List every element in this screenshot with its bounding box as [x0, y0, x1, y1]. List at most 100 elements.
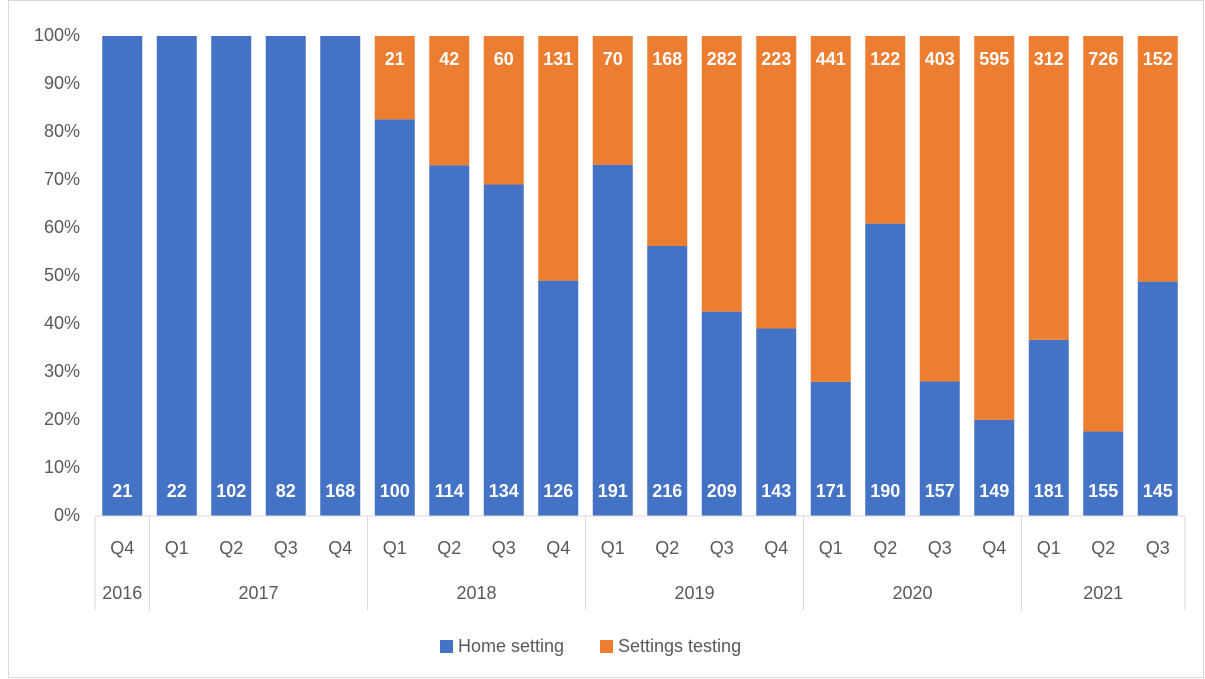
x-tick-label: Q4: [764, 538, 788, 558]
x-group-label: 2019: [674, 583, 714, 603]
y-tick-label: 100%: [34, 25, 80, 45]
data-label: 282: [707, 49, 737, 69]
bar-segment: [974, 36, 1015, 420]
data-label: 441: [816, 49, 846, 69]
bar-segment: [102, 36, 143, 516]
bar-segment: [919, 36, 960, 382]
x-tick-label: Q4: [328, 538, 352, 558]
data-label: 21: [385, 49, 405, 69]
y-tick-label: 0%: [54, 505, 80, 525]
x-tick-label: Q1: [383, 538, 407, 558]
data-label: 134: [489, 481, 519, 501]
x-tick-label: Q3: [274, 538, 298, 558]
bar-segment: [211, 36, 252, 516]
x-tick-label: Q3: [492, 538, 516, 558]
bar-segment: [865, 223, 906, 516]
bar-segment: [919, 381, 960, 516]
bar-segment: [1137, 36, 1178, 282]
data-label: 191: [598, 481, 628, 501]
data-label: 155: [1088, 481, 1118, 501]
data-label: 181: [1034, 481, 1064, 501]
bar-segment: [156, 36, 197, 516]
data-label: 143: [761, 481, 791, 501]
x-tick-label: Q2: [873, 538, 897, 558]
bar-segment: [1137, 281, 1178, 516]
data-label: 312: [1034, 49, 1064, 69]
bar-segment: [429, 165, 470, 516]
data-label: 131: [543, 49, 573, 69]
y-tick-label: 50%: [44, 265, 80, 285]
x-group-label: 2020: [892, 583, 932, 603]
x-tick-label: Q2: [219, 538, 243, 558]
y-tick-label: 30%: [44, 361, 80, 381]
x-group-label: 2017: [238, 583, 278, 603]
bar-segment: [701, 36, 742, 312]
data-label: 82: [276, 481, 296, 501]
x-tick-label: Q2: [655, 538, 679, 558]
data-label: 60: [494, 49, 514, 69]
data-label: 190: [870, 481, 900, 501]
bar-segment: [974, 419, 1015, 516]
x-tick-label: Q4: [982, 538, 1006, 558]
x-tick-label: Q1: [165, 538, 189, 558]
data-label: 114: [435, 481, 464, 501]
data-label: 21: [112, 481, 132, 501]
data-label: 157: [925, 481, 955, 501]
data-label: 100: [380, 481, 410, 501]
x-tick-label: Q2: [437, 538, 461, 558]
y-tick-label: 40%: [44, 313, 80, 333]
bar-segment: [483, 36, 524, 185]
bar-segment: [374, 119, 415, 516]
data-label: 126: [543, 481, 573, 501]
x-group-label: 2016: [102, 583, 142, 603]
y-tick-label: 90%: [44, 73, 80, 93]
x-tick-label: Q3: [710, 538, 734, 558]
legend-swatch: [440, 640, 453, 653]
data-label: 42: [439, 49, 459, 69]
x-tick-label: Q3: [1146, 538, 1170, 558]
x-tick-label: Q1: [1037, 538, 1061, 558]
x-group-label: 2021: [1083, 583, 1123, 603]
bar-segment: [538, 36, 579, 281]
bar-segment: [810, 36, 851, 382]
bar-segment: [865, 36, 906, 224]
data-label: 122: [870, 49, 900, 69]
y-tick-label: 10%: [44, 457, 80, 477]
data-label: 70: [603, 49, 623, 69]
bar-segment: [647, 246, 688, 516]
data-label: 595: [979, 49, 1009, 69]
bar-segment: [320, 36, 361, 516]
x-tick-label: Q4: [110, 538, 134, 558]
data-label: 168: [325, 481, 355, 501]
data-label: 726: [1088, 49, 1118, 69]
y-tick-label: 20%: [44, 409, 80, 429]
bar-segment: [429, 36, 470, 166]
legend-swatch: [600, 640, 613, 653]
x-tick-label: Q1: [601, 538, 625, 558]
bar-segment: [1083, 431, 1124, 516]
data-label: 149: [979, 481, 1009, 501]
data-label: 216: [652, 481, 682, 501]
bar-segment: [1028, 36, 1069, 340]
x-tick-label: Q4: [546, 538, 570, 558]
bar-segment: [810, 381, 851, 516]
bar-segment: [1028, 339, 1069, 516]
legend-label: Settings testing: [618, 636, 741, 656]
bar-segment: [647, 36, 688, 246]
data-label: 145: [1143, 481, 1173, 501]
bar-segment: [592, 36, 633, 165]
x-tick-label: Q2: [1091, 538, 1115, 558]
bar-segment: [756, 36, 797, 329]
bar-segment: [592, 164, 633, 516]
bar-segment: [265, 36, 306, 516]
data-label: 403: [925, 49, 955, 69]
data-label: 152: [1143, 49, 1173, 69]
bar-segment: [1083, 36, 1124, 432]
y-tick-label: 70%: [44, 169, 80, 189]
bar-segment: [701, 311, 742, 516]
data-label: 168: [652, 49, 682, 69]
data-label: 171: [816, 481, 846, 501]
x-group-label: 2018: [456, 583, 496, 603]
bar-segment: [538, 280, 579, 516]
